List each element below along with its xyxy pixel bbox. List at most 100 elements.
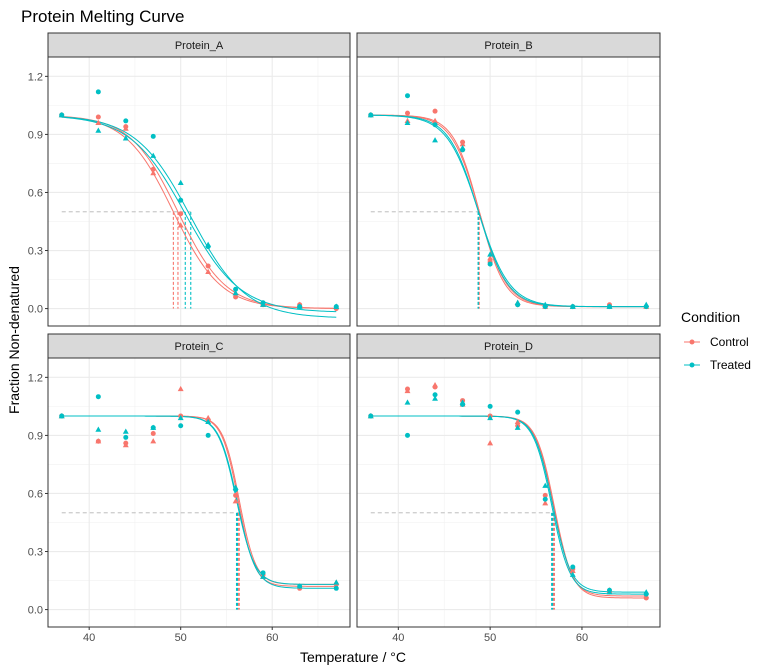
panel-background — [357, 358, 660, 627]
fit-curve-treated — [370, 415, 647, 595]
x-tick-label: 50 — [175, 632, 187, 644]
data-point-control — [459, 140, 466, 147]
legend-label-control: Control — [710, 335, 749, 349]
data-point-treated — [177, 179, 184, 185]
y-tick-label: 0.3 — [28, 246, 43, 258]
x-axis-title: Temperature / °C — [300, 649, 406, 665]
data-point-control — [232, 498, 239, 504]
data-point-treated — [569, 571, 576, 577]
facet-strip-label: Protein_D — [484, 341, 533, 353]
data-point-treated — [123, 118, 129, 124]
data-point-control — [542, 500, 549, 506]
data-point-treated — [205, 418, 212, 425]
data-point-treated — [459, 144, 466, 151]
y-tick-label: 0.0 — [28, 304, 43, 316]
data-point-control — [205, 263, 211, 269]
data-point-control — [95, 114, 101, 120]
y-tick-label: 0.9 — [28, 129, 43, 141]
data-point-control — [432, 117, 438, 124]
data-point-treated — [205, 241, 212, 247]
legend-key-point-control — [689, 339, 695, 345]
data-point-control — [432, 108, 438, 114]
data-point-treated — [405, 432, 410, 438]
data-point-control — [150, 438, 157, 444]
data-point-treated — [260, 573, 267, 579]
data-point-control — [122, 441, 129, 448]
facet-strip — [47, 333, 351, 359]
data-point-control — [233, 294, 239, 300]
facet-panels: Protein_A 0.0 0.3 0.6 0.9 1.2 Protein_B Protein… — [28, 32, 661, 644]
data-point-control — [404, 387, 411, 394]
data-point-control — [205, 414, 212, 421]
y-tick-label: 1.2 — [28, 71, 43, 83]
data-point-treated — [205, 432, 211, 438]
data-point-treated — [487, 261, 493, 267]
x-tick-label: 60 — [576, 632, 588, 644]
x-tick-label: 50 — [484, 632, 496, 644]
data-point-treated — [367, 412, 374, 419]
data-point-treated — [570, 564, 576, 570]
fit-curve-treated — [61, 116, 337, 318]
data-point-treated — [150, 152, 157, 158]
data-point-treated — [178, 423, 184, 429]
x-tick-label: 40 — [392, 632, 404, 644]
panel-protein_a: Protein_A 0.0 0.3 0.6 0.9 1.2 — [28, 32, 351, 327]
fit-curve-treated — [370, 114, 647, 308]
data-point-control — [487, 440, 494, 446]
data-point-treated — [95, 426, 102, 432]
data-point-treated — [404, 399, 411, 405]
data-point-treated — [367, 111, 374, 118]
data-point-control — [432, 381, 438, 388]
data-point-treated — [487, 403, 493, 409]
facet-strip-label: Protein_B — [484, 40, 532, 52]
data-point-control — [514, 418, 521, 425]
legend-title: Condition — [681, 309, 740, 325]
data-point-treated — [432, 392, 438, 398]
data-point-treated — [296, 583, 303, 589]
data-point-treated — [643, 589, 650, 595]
data-point-treated — [432, 122, 438, 128]
data-point-treated — [459, 399, 466, 405]
data-point-treated — [232, 484, 239, 490]
data-point-control — [177, 385, 184, 392]
y-tick-label: 0.9 — [28, 430, 43, 442]
data-point-treated — [606, 589, 613, 595]
data-point-treated — [150, 133, 156, 139]
data-point-control — [487, 255, 494, 261]
data-point-treated — [122, 135, 129, 141]
data-point-treated — [296, 303, 303, 309]
data-point-treated — [122, 428, 129, 434]
data-point-treated — [514, 299, 521, 305]
data-point-treated — [178, 197, 184, 203]
fit-curve-treated — [61, 415, 337, 585]
data-point-treated — [405, 93, 410, 99]
data-point-treated — [487, 251, 494, 257]
data-point-treated — [333, 585, 339, 591]
data-point-treated — [95, 89, 101, 95]
data-point-control — [542, 492, 548, 498]
data-point-treated — [432, 395, 438, 401]
y-axis-title: Fraction Non-denatured — [6, 266, 22, 414]
y-tick-label: 1.2 — [28, 372, 43, 384]
x-tick-label: 60 — [266, 632, 278, 644]
panel-protein_b: Protein_B — [356, 32, 661, 327]
fit-curve-treated — [61, 116, 337, 313]
data-point-control — [569, 567, 576, 574]
legend: Condition Control Treated — [681, 309, 751, 372]
data-point-treated — [643, 301, 650, 307]
data-point-treated — [58, 111, 65, 118]
data-point-treated — [432, 137, 438, 143]
data-point-control — [122, 125, 129, 131]
legend-entries: Control Treated — [684, 335, 751, 372]
data-point-control — [405, 110, 410, 116]
data-point-control — [95, 119, 102, 125]
data-point-control — [205, 268, 212, 274]
data-point-treated — [95, 394, 101, 400]
data-point-treated — [95, 127, 102, 133]
data-point-treated — [233, 286, 239, 292]
panel-protein_d: Protein_D 40 50 60 — [356, 333, 661, 644]
data-point-treated — [232, 290, 239, 296]
data-point-treated — [333, 303, 340, 309]
data-point-treated — [58, 412, 65, 419]
